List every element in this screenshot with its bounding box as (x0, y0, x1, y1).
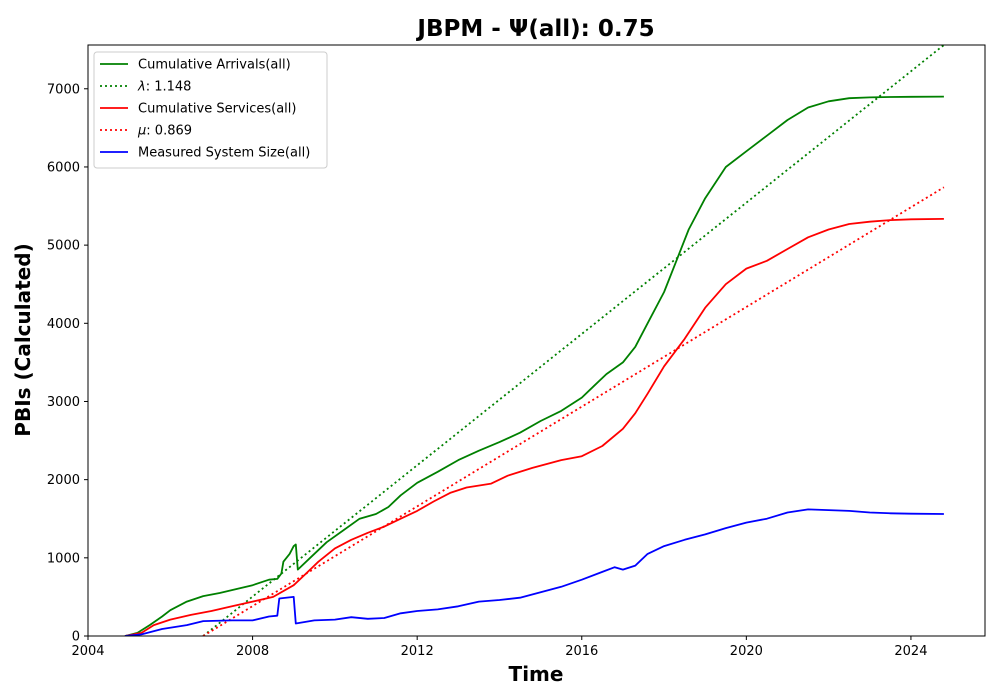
x-tick-label: 2024 (894, 644, 927, 659)
y-tick-label: 0 (72, 630, 80, 645)
x-tick-label: 2016 (565, 644, 598, 659)
legend-label: λ: 1.148 (137, 80, 191, 95)
x-tick-label: 2008 (236, 644, 269, 659)
legend-box (93, 51, 328, 169)
x-tick-label: 2004 (71, 644, 104, 659)
x-axis-title: Time (509, 662, 564, 686)
x-tick-label: 2012 (401, 644, 434, 659)
plot-frame (87, 44, 986, 637)
series-line-3 (202, 186, 945, 636)
series-layer (124, 45, 945, 636)
legend-label: Cumulative Services(all) (138, 102, 296, 117)
legend: Cumulative Arrivals(all) λ: 1.148 Cumulati… (93, 51, 328, 169)
series-line-4 (124, 508, 944, 636)
y-tick-label: 1000 (47, 551, 80, 566)
legend-label: μ: 0.869 (137, 124, 192, 139)
series-line-0 (124, 95, 944, 636)
y-axis-title: PBIs (Calculated) (11, 243, 35, 436)
chart-title: JBPM - Ψ(all): 0.75 (415, 16, 654, 42)
legend-label: Cumulative Arrivals(all) (138, 58, 291, 73)
y-tick-label: 6000 (47, 160, 80, 175)
y-tick-label: 3000 (47, 395, 80, 410)
x-tick-label: 2020 (730, 644, 763, 659)
y-tick-label: 4000 (47, 317, 80, 332)
series-line-2 (124, 218, 944, 636)
y-tick-label: 7000 (47, 82, 80, 97)
ticks-layer: 2004 2008 2012 2016 2020 2024 0 1000 2000 3000 400… (47, 82, 928, 659)
legend-label: Measured System Size(all) (138, 146, 310, 161)
y-tick-label: 2000 (47, 473, 80, 488)
y-tick-label: 5000 (47, 239, 80, 254)
